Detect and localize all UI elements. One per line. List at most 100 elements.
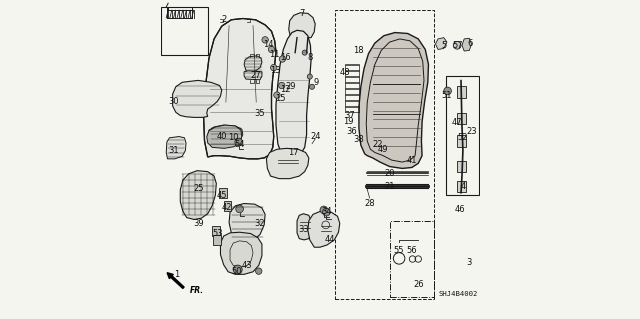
Polygon shape bbox=[219, 188, 227, 198]
Text: 37: 37 bbox=[344, 111, 355, 120]
Text: 47: 47 bbox=[452, 118, 463, 127]
Text: 19: 19 bbox=[343, 117, 353, 126]
Text: 15: 15 bbox=[275, 94, 285, 103]
Text: FR.: FR. bbox=[190, 286, 204, 295]
Bar bbox=[335, 10, 434, 299]
Text: 40: 40 bbox=[216, 132, 227, 141]
Polygon shape bbox=[204, 19, 276, 159]
Text: 53: 53 bbox=[212, 229, 223, 238]
Bar bbox=[446, 76, 479, 195]
Text: 39: 39 bbox=[193, 219, 204, 228]
Circle shape bbox=[255, 268, 262, 274]
Text: 23: 23 bbox=[466, 127, 477, 136]
Text: 33: 33 bbox=[298, 225, 308, 234]
Text: 27: 27 bbox=[250, 71, 261, 80]
Text: 9: 9 bbox=[314, 78, 319, 87]
Circle shape bbox=[323, 208, 330, 216]
Text: 4: 4 bbox=[460, 182, 465, 191]
Text: 10: 10 bbox=[228, 133, 239, 142]
Circle shape bbox=[307, 74, 312, 79]
Text: 26: 26 bbox=[413, 280, 424, 289]
Text: 25: 25 bbox=[193, 184, 204, 193]
Text: 57: 57 bbox=[452, 41, 463, 50]
Polygon shape bbox=[297, 214, 311, 240]
Text: 17: 17 bbox=[289, 148, 299, 157]
Polygon shape bbox=[212, 226, 220, 236]
Text: 56: 56 bbox=[406, 246, 417, 255]
Text: 28: 28 bbox=[364, 199, 375, 208]
Polygon shape bbox=[220, 232, 262, 274]
Text: 52: 52 bbox=[458, 133, 468, 142]
Bar bbox=[456, 135, 466, 147]
Circle shape bbox=[310, 84, 315, 89]
Text: 48: 48 bbox=[340, 68, 350, 77]
Bar bbox=[456, 161, 466, 172]
Bar bbox=[390, 221, 434, 297]
Text: 55: 55 bbox=[394, 246, 404, 255]
Text: 36: 36 bbox=[346, 127, 356, 136]
Text: 21: 21 bbox=[384, 182, 395, 191]
Circle shape bbox=[233, 265, 242, 274]
Text: 30: 30 bbox=[168, 97, 179, 106]
Text: 54: 54 bbox=[234, 140, 245, 149]
Text: 29: 29 bbox=[285, 82, 296, 91]
Text: 35: 35 bbox=[254, 109, 265, 118]
Polygon shape bbox=[223, 201, 231, 211]
Text: 3: 3 bbox=[467, 258, 472, 267]
Text: 32: 32 bbox=[255, 219, 266, 228]
Circle shape bbox=[302, 50, 307, 55]
Text: 12: 12 bbox=[280, 85, 290, 94]
Text: 13: 13 bbox=[270, 66, 281, 75]
Bar bbox=[456, 113, 466, 124]
Circle shape bbox=[274, 92, 280, 98]
Polygon shape bbox=[435, 38, 447, 49]
Text: 31: 31 bbox=[168, 146, 179, 155]
Circle shape bbox=[279, 56, 285, 62]
Text: SHJ4B4002: SHJ4B4002 bbox=[438, 291, 478, 297]
Text: 38: 38 bbox=[353, 135, 364, 144]
Bar bbox=[456, 181, 466, 192]
Text: 5: 5 bbox=[441, 41, 446, 50]
Text: 45: 45 bbox=[216, 191, 227, 200]
Text: 2: 2 bbox=[221, 15, 227, 24]
Circle shape bbox=[235, 138, 243, 146]
Text: 24: 24 bbox=[310, 132, 321, 141]
Text: 22: 22 bbox=[373, 140, 383, 149]
Polygon shape bbox=[266, 148, 309, 179]
Text: 51: 51 bbox=[442, 91, 452, 100]
Polygon shape bbox=[180, 171, 216, 219]
Circle shape bbox=[278, 82, 285, 89]
Circle shape bbox=[453, 41, 461, 49]
Text: 18: 18 bbox=[353, 46, 364, 55]
Text: 44: 44 bbox=[324, 235, 335, 244]
Text: 43: 43 bbox=[242, 261, 253, 270]
Text: 20: 20 bbox=[384, 169, 395, 178]
Text: 50: 50 bbox=[232, 267, 243, 276]
Polygon shape bbox=[359, 33, 428, 168]
Bar bbox=[161, 7, 208, 55]
Polygon shape bbox=[208, 125, 243, 146]
Text: 8: 8 bbox=[307, 53, 312, 62]
Text: 11: 11 bbox=[269, 50, 280, 59]
Circle shape bbox=[262, 37, 268, 43]
Polygon shape bbox=[462, 38, 472, 51]
Polygon shape bbox=[244, 71, 262, 80]
Polygon shape bbox=[207, 125, 242, 148]
Polygon shape bbox=[308, 211, 340, 247]
Polygon shape bbox=[229, 204, 265, 242]
Text: 41: 41 bbox=[406, 156, 417, 165]
Polygon shape bbox=[166, 137, 186, 159]
Polygon shape bbox=[214, 235, 221, 245]
Polygon shape bbox=[173, 80, 221, 117]
Polygon shape bbox=[276, 30, 311, 156]
Circle shape bbox=[236, 205, 243, 213]
Circle shape bbox=[320, 206, 328, 214]
Text: 46: 46 bbox=[454, 205, 465, 214]
Bar bbox=[456, 86, 466, 98]
Circle shape bbox=[271, 64, 277, 71]
Text: 7: 7 bbox=[299, 9, 304, 18]
Polygon shape bbox=[244, 56, 262, 73]
Text: 42: 42 bbox=[221, 204, 232, 212]
Text: 14: 14 bbox=[263, 40, 273, 48]
Text: 16: 16 bbox=[280, 53, 290, 62]
